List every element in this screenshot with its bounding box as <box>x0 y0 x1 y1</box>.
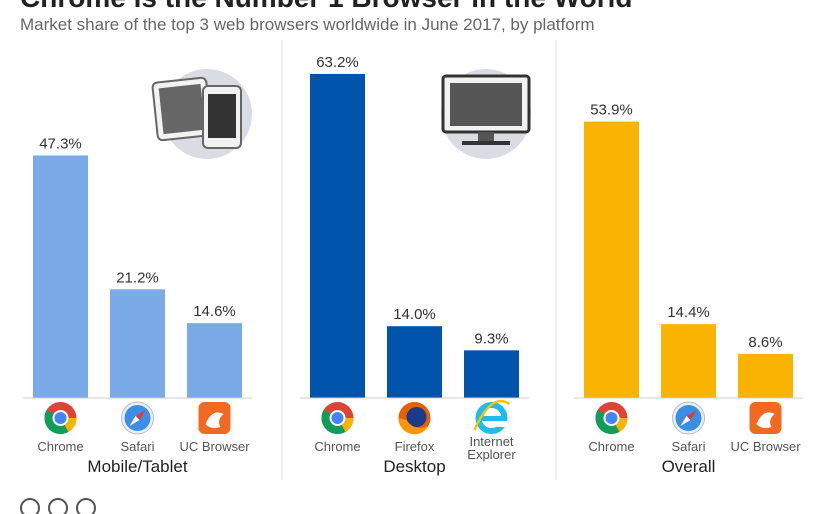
value-label: 53.9% <box>590 102 633 119</box>
category-label: Internet Explorer <box>467 434 516 462</box>
category-label: Safari <box>121 439 155 454</box>
tablet-phone-icon <box>151 69 252 159</box>
chart-subtitle: Market share of the top 3 web browsers w… <box>20 15 595 34</box>
category-label: Chrome <box>314 439 360 454</box>
value-label: 63.2% <box>316 54 359 71</box>
creative-commons-icons <box>20 498 96 514</box>
group-label: Overall <box>662 457 716 476</box>
chart-group-overall: 53.9% Chrome 14.4% Safari 8.6% UC Browser Over… <box>574 102 803 476</box>
bar-chrome <box>584 121 639 398</box>
category-label: UC Browser <box>179 439 250 454</box>
bar-chrome <box>310 73 365 398</box>
group-label: Desktop <box>383 457 445 476</box>
firefox-icon <box>398 402 431 435</box>
category-label: Safari <box>672 439 706 454</box>
chart-group-desktop: 63.2% Chrome 14.0% Firefox 9.3% Internet Explo… <box>300 54 531 476</box>
category-label: Firefox <box>395 439 435 454</box>
bar-firefox <box>387 326 442 398</box>
safari-icon <box>672 401 705 435</box>
value-label: 8.6% <box>748 334 782 351</box>
uc-browser-icon <box>198 402 231 434</box>
bar-safari <box>110 289 165 398</box>
internet-explorer-icon <box>473 399 511 434</box>
category-label: UC Browser <box>730 439 801 454</box>
chrome-icon <box>321 402 354 435</box>
uc-browser-icon <box>749 402 782 434</box>
category-label: Chrome <box>588 439 634 454</box>
value-label: 21.2% <box>116 269 159 286</box>
chrome-icon <box>44 402 77 435</box>
chrome-icon <box>595 402 628 435</box>
chart-group-mobile-tablet: 47.3% Chrome 21.2% Safari 14.6% UC Browser Mob… <box>23 69 252 476</box>
desktop-monitor-icon <box>441 69 531 159</box>
category-label: Chrome <box>37 439 83 454</box>
bar-safari <box>661 324 716 398</box>
value-label: 14.6% <box>193 303 236 320</box>
value-label: 14.4% <box>667 304 710 321</box>
bar-uc-browser <box>187 323 242 398</box>
bar-chrome <box>33 155 88 398</box>
value-label: 47.3% <box>39 135 82 152</box>
value-label: 9.3% <box>474 330 508 347</box>
safari-icon <box>121 401 154 435</box>
bar-uc-browser <box>738 353 793 398</box>
chart-title: Chrome is the Number 1 Browser in the Wo… <box>20 0 632 14</box>
bar-internet-explorer <box>464 350 519 398</box>
group-label: Mobile/Tablet <box>87 457 187 476</box>
value-label: 14.0% <box>393 306 436 323</box>
